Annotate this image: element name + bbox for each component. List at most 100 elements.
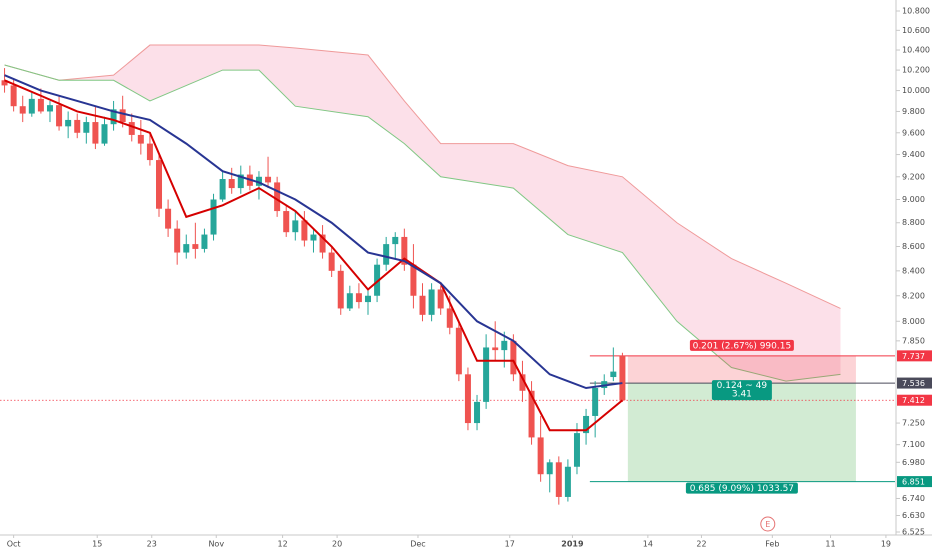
cloud-lower bbox=[4, 64, 841, 382]
candle-body bbox=[564, 466, 571, 497]
indicator-line bbox=[4, 79, 624, 432]
candle-body bbox=[37, 98, 44, 112]
candle-body bbox=[437, 289, 444, 309]
price-level-box bbox=[897, 394, 932, 406]
y-tick-label: 9.200 bbox=[902, 172, 925, 181]
y-tick-label: 9.400 bbox=[902, 150, 925, 159]
stop-zone bbox=[627, 355, 856, 384]
y-tick-label: 7.850 bbox=[902, 336, 925, 345]
candle-body bbox=[346, 293, 353, 309]
candle-body bbox=[128, 122, 135, 135]
y-tick-label: 9.600 bbox=[902, 128, 925, 137]
candle-body bbox=[265, 176, 272, 183]
candle-body bbox=[46, 105, 53, 112]
price-level-label: 7.737 bbox=[902, 352, 925, 361]
y-tick-label: 8.400 bbox=[902, 266, 925, 275]
candle-body bbox=[137, 134, 144, 144]
y-tick-label: 8.800 bbox=[902, 218, 925, 227]
candle-body bbox=[337, 270, 344, 309]
candle-body bbox=[374, 264, 381, 296]
price-level-box bbox=[897, 476, 932, 488]
candle-body bbox=[364, 295, 371, 303]
y-tick-label: 10.400 bbox=[902, 46, 930, 55]
candle-body bbox=[228, 179, 235, 189]
x-tick-label: 11 bbox=[825, 540, 835, 549]
candle-body bbox=[355, 293, 362, 303]
y-tick-label: 8.000 bbox=[902, 317, 925, 326]
price-level-box bbox=[897, 377, 932, 389]
y-tick-label: 6.740 bbox=[902, 494, 925, 503]
candle-body bbox=[210, 199, 217, 235]
candle-body bbox=[319, 234, 326, 253]
candle-body bbox=[492, 347, 499, 351]
candle-body bbox=[310, 234, 317, 241]
candle-body bbox=[455, 327, 462, 375]
x-tick-label: 12 bbox=[277, 540, 287, 549]
candle-body bbox=[573, 433, 580, 467]
candle-body bbox=[119, 109, 126, 123]
x-tick-label: 23 bbox=[147, 540, 157, 549]
y-tick-label: 8.600 bbox=[902, 242, 925, 251]
price-level-box bbox=[897, 350, 932, 362]
candle-body bbox=[483, 347, 490, 402]
candle-body bbox=[610, 371, 617, 378]
price-level-label: 7.412 bbox=[902, 396, 925, 405]
y-tick-label: 7.250 bbox=[902, 419, 925, 428]
candle-body bbox=[74, 119, 81, 133]
candle-body bbox=[464, 374, 471, 424]
y-tick-label: 10.600 bbox=[902, 26, 930, 35]
candle-body bbox=[619, 355, 626, 401]
candle-body bbox=[255, 176, 262, 186]
candle-body bbox=[583, 415, 590, 434]
candle-body bbox=[219, 179, 226, 200]
x-tick-label: Dec bbox=[410, 540, 425, 549]
candle-body bbox=[401, 236, 408, 265]
x-tick-label: Oct bbox=[7, 540, 21, 549]
candle-body bbox=[201, 234, 208, 249]
candle-body bbox=[392, 236, 399, 245]
candle-body bbox=[292, 220, 299, 233]
candle-body bbox=[110, 109, 117, 125]
candle-body bbox=[274, 182, 281, 212]
price-level-label: 6.851 bbox=[902, 478, 925, 487]
stop-label: 0.201 (2.67%) 990.15 bbox=[693, 341, 792, 351]
y-tick-label: 6.630 bbox=[902, 511, 925, 520]
indicator-line bbox=[4, 74, 623, 390]
candle-body bbox=[501, 340, 508, 351]
candle-body bbox=[10, 85, 17, 107]
entry-label: 0.124 ~ 49 bbox=[717, 381, 768, 391]
candle-body bbox=[410, 264, 417, 296]
y-tick-label: 8.200 bbox=[902, 291, 925, 300]
candle-body bbox=[528, 390, 535, 438]
y-tick-label: 6.525 bbox=[902, 528, 925, 537]
candle-body bbox=[328, 252, 335, 271]
candle-body bbox=[56, 105, 63, 127]
candle-body bbox=[165, 208, 172, 229]
candle-body bbox=[555, 462, 562, 497]
candle-body bbox=[383, 244, 390, 265]
candle-body bbox=[19, 106, 26, 114]
candle-body bbox=[446, 308, 453, 328]
candle-body bbox=[1, 80, 8, 86]
candle-body bbox=[474, 401, 481, 424]
candle-body bbox=[192, 244, 199, 249]
x-tick-label: 17 bbox=[505, 540, 515, 549]
target-label-box bbox=[685, 482, 798, 494]
y-tick-label: 7.100 bbox=[902, 440, 925, 449]
candle-body bbox=[174, 228, 181, 253]
y-tick-label: 6.980 bbox=[902, 458, 925, 467]
candle-body bbox=[419, 295, 426, 315]
candle-body bbox=[592, 388, 599, 416]
x-tick-label: 19 bbox=[881, 540, 891, 549]
x-tick-label: 2019 bbox=[561, 540, 584, 549]
x-tick-label: Feb bbox=[765, 540, 779, 549]
candle-body bbox=[519, 374, 526, 391]
y-tick-label: 9.800 bbox=[902, 107, 925, 116]
target-label: 0.685 (9.09%) 1033.57 bbox=[690, 484, 794, 494]
x-tick-label: 14 bbox=[643, 540, 653, 549]
candle-body bbox=[146, 143, 153, 161]
stop-label-box bbox=[689, 339, 794, 351]
y-tick-label: 10.200 bbox=[902, 66, 930, 75]
